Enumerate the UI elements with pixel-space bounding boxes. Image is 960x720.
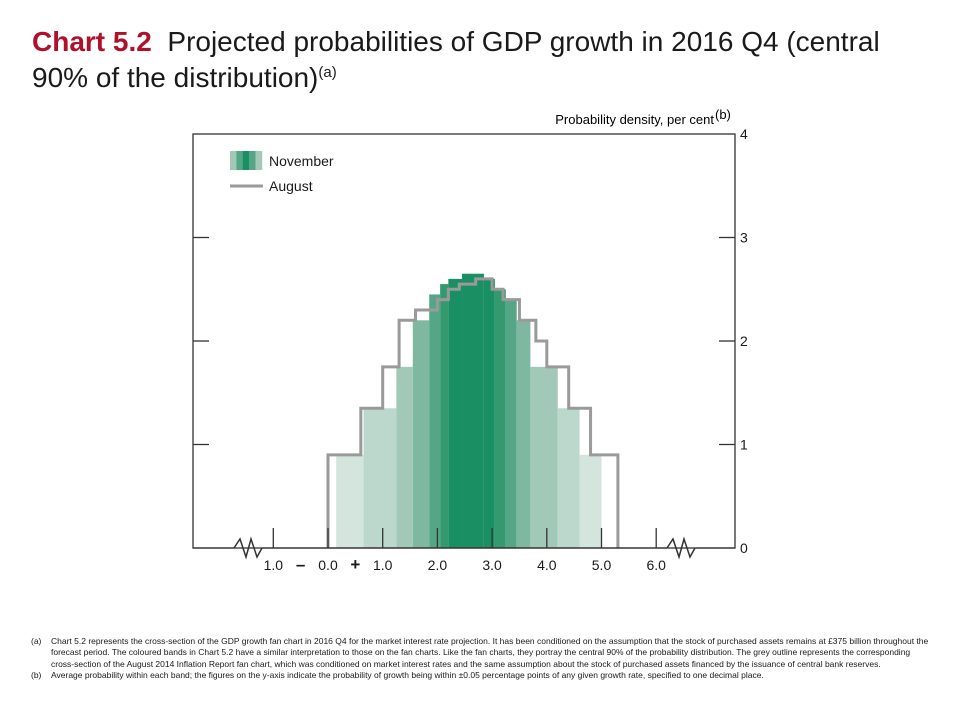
axis-break-mark bbox=[233, 536, 263, 560]
november-band-bar bbox=[462, 273, 484, 548]
november-band-bar bbox=[448, 278, 463, 548]
november-bands bbox=[336, 273, 602, 548]
legend-label-august: August bbox=[269, 178, 313, 194]
november-band-bar bbox=[505, 299, 517, 548]
axis-break-mark bbox=[666, 536, 696, 560]
chart-number: Chart 5.2 bbox=[32, 26, 152, 57]
legend-swatch-november bbox=[249, 151, 256, 170]
november-band-bar bbox=[363, 408, 397, 548]
x-tick-label: 5.0 bbox=[592, 557, 612, 573]
november-band-bar bbox=[412, 320, 430, 548]
november-band-bar bbox=[516, 320, 531, 548]
x-tick-label: 0.0 bbox=[318, 557, 338, 573]
chart-title-footnote-mark: (a) bbox=[318, 64, 337, 81]
footnote-text: Average probability within each band; th… bbox=[51, 669, 764, 680]
y-tick-label: 2 bbox=[740, 333, 748, 349]
x-tick-label: 4.0 bbox=[537, 557, 557, 573]
footnote-mark: (a) bbox=[31, 636, 42, 646]
x-tick-label: 6.0 bbox=[646, 557, 666, 573]
y-axis-label-footnote-mark: (b) bbox=[715, 107, 731, 122]
y-tick-label: 4 bbox=[740, 126, 748, 142]
x-tick-label: 2.0 bbox=[428, 557, 448, 573]
november-band-bar bbox=[557, 408, 580, 548]
x-tick-label: 1.0 bbox=[264, 557, 284, 573]
legend-swatch-november bbox=[242, 151, 250, 170]
footnote-b: (b) Average probability within each band… bbox=[31, 670, 931, 681]
november-band-bar bbox=[530, 366, 558, 548]
footnote-text: Chart 5.2 represents the cross-section o… bbox=[51, 636, 929, 669]
chart-title: Chart 5.2 Projected probabilities of GDP… bbox=[32, 24, 932, 96]
november-band-bar bbox=[336, 454, 364, 548]
november-band-bar bbox=[494, 289, 506, 548]
y-tick-label: 1 bbox=[740, 437, 748, 453]
x-tick-label: + bbox=[350, 555, 360, 574]
axis-breaks bbox=[193, 536, 735, 560]
x-tick-label: 1.0 bbox=[373, 557, 393, 573]
x-axis-ticks: 1.0–0.0 +1.0 2.0 3.0 4.0 5.0 6.0 bbox=[264, 528, 666, 574]
y-tick-label: 3 bbox=[740, 230, 748, 246]
y-axis-ticks: 0 1 2 3 4 bbox=[193, 126, 748, 556]
y-tick-label: 0 bbox=[740, 540, 748, 556]
november-band-bar bbox=[440, 284, 449, 548]
november-band-bar bbox=[579, 454, 602, 548]
august-outline bbox=[326, 277, 620, 548]
legend-swatch-november bbox=[255, 151, 263, 170]
november-band-bar bbox=[483, 278, 495, 548]
footnote-a: (a) Chart 5.2 represents the cross-secti… bbox=[31, 636, 931, 670]
november-band-bar bbox=[396, 366, 413, 548]
legend-label-november: November bbox=[269, 153, 334, 169]
x-tick-label: – bbox=[296, 555, 305, 574]
footnote-mark: (b) bbox=[31, 669, 42, 680]
y-axis-label: Probability density, per cent bbox=[555, 112, 714, 127]
x-tick-label: 3.0 bbox=[482, 557, 502, 573]
legend-swatch-november bbox=[236, 151, 243, 170]
legend-swatch-november bbox=[230, 151, 237, 170]
legend: November August bbox=[230, 151, 334, 194]
november-band-bar bbox=[429, 294, 441, 548]
chart-title-text: Projected probabilities of GDP growth in… bbox=[32, 26, 880, 93]
footnotes: (a) Chart 5.2 represents the cross-secti… bbox=[31, 636, 931, 681]
